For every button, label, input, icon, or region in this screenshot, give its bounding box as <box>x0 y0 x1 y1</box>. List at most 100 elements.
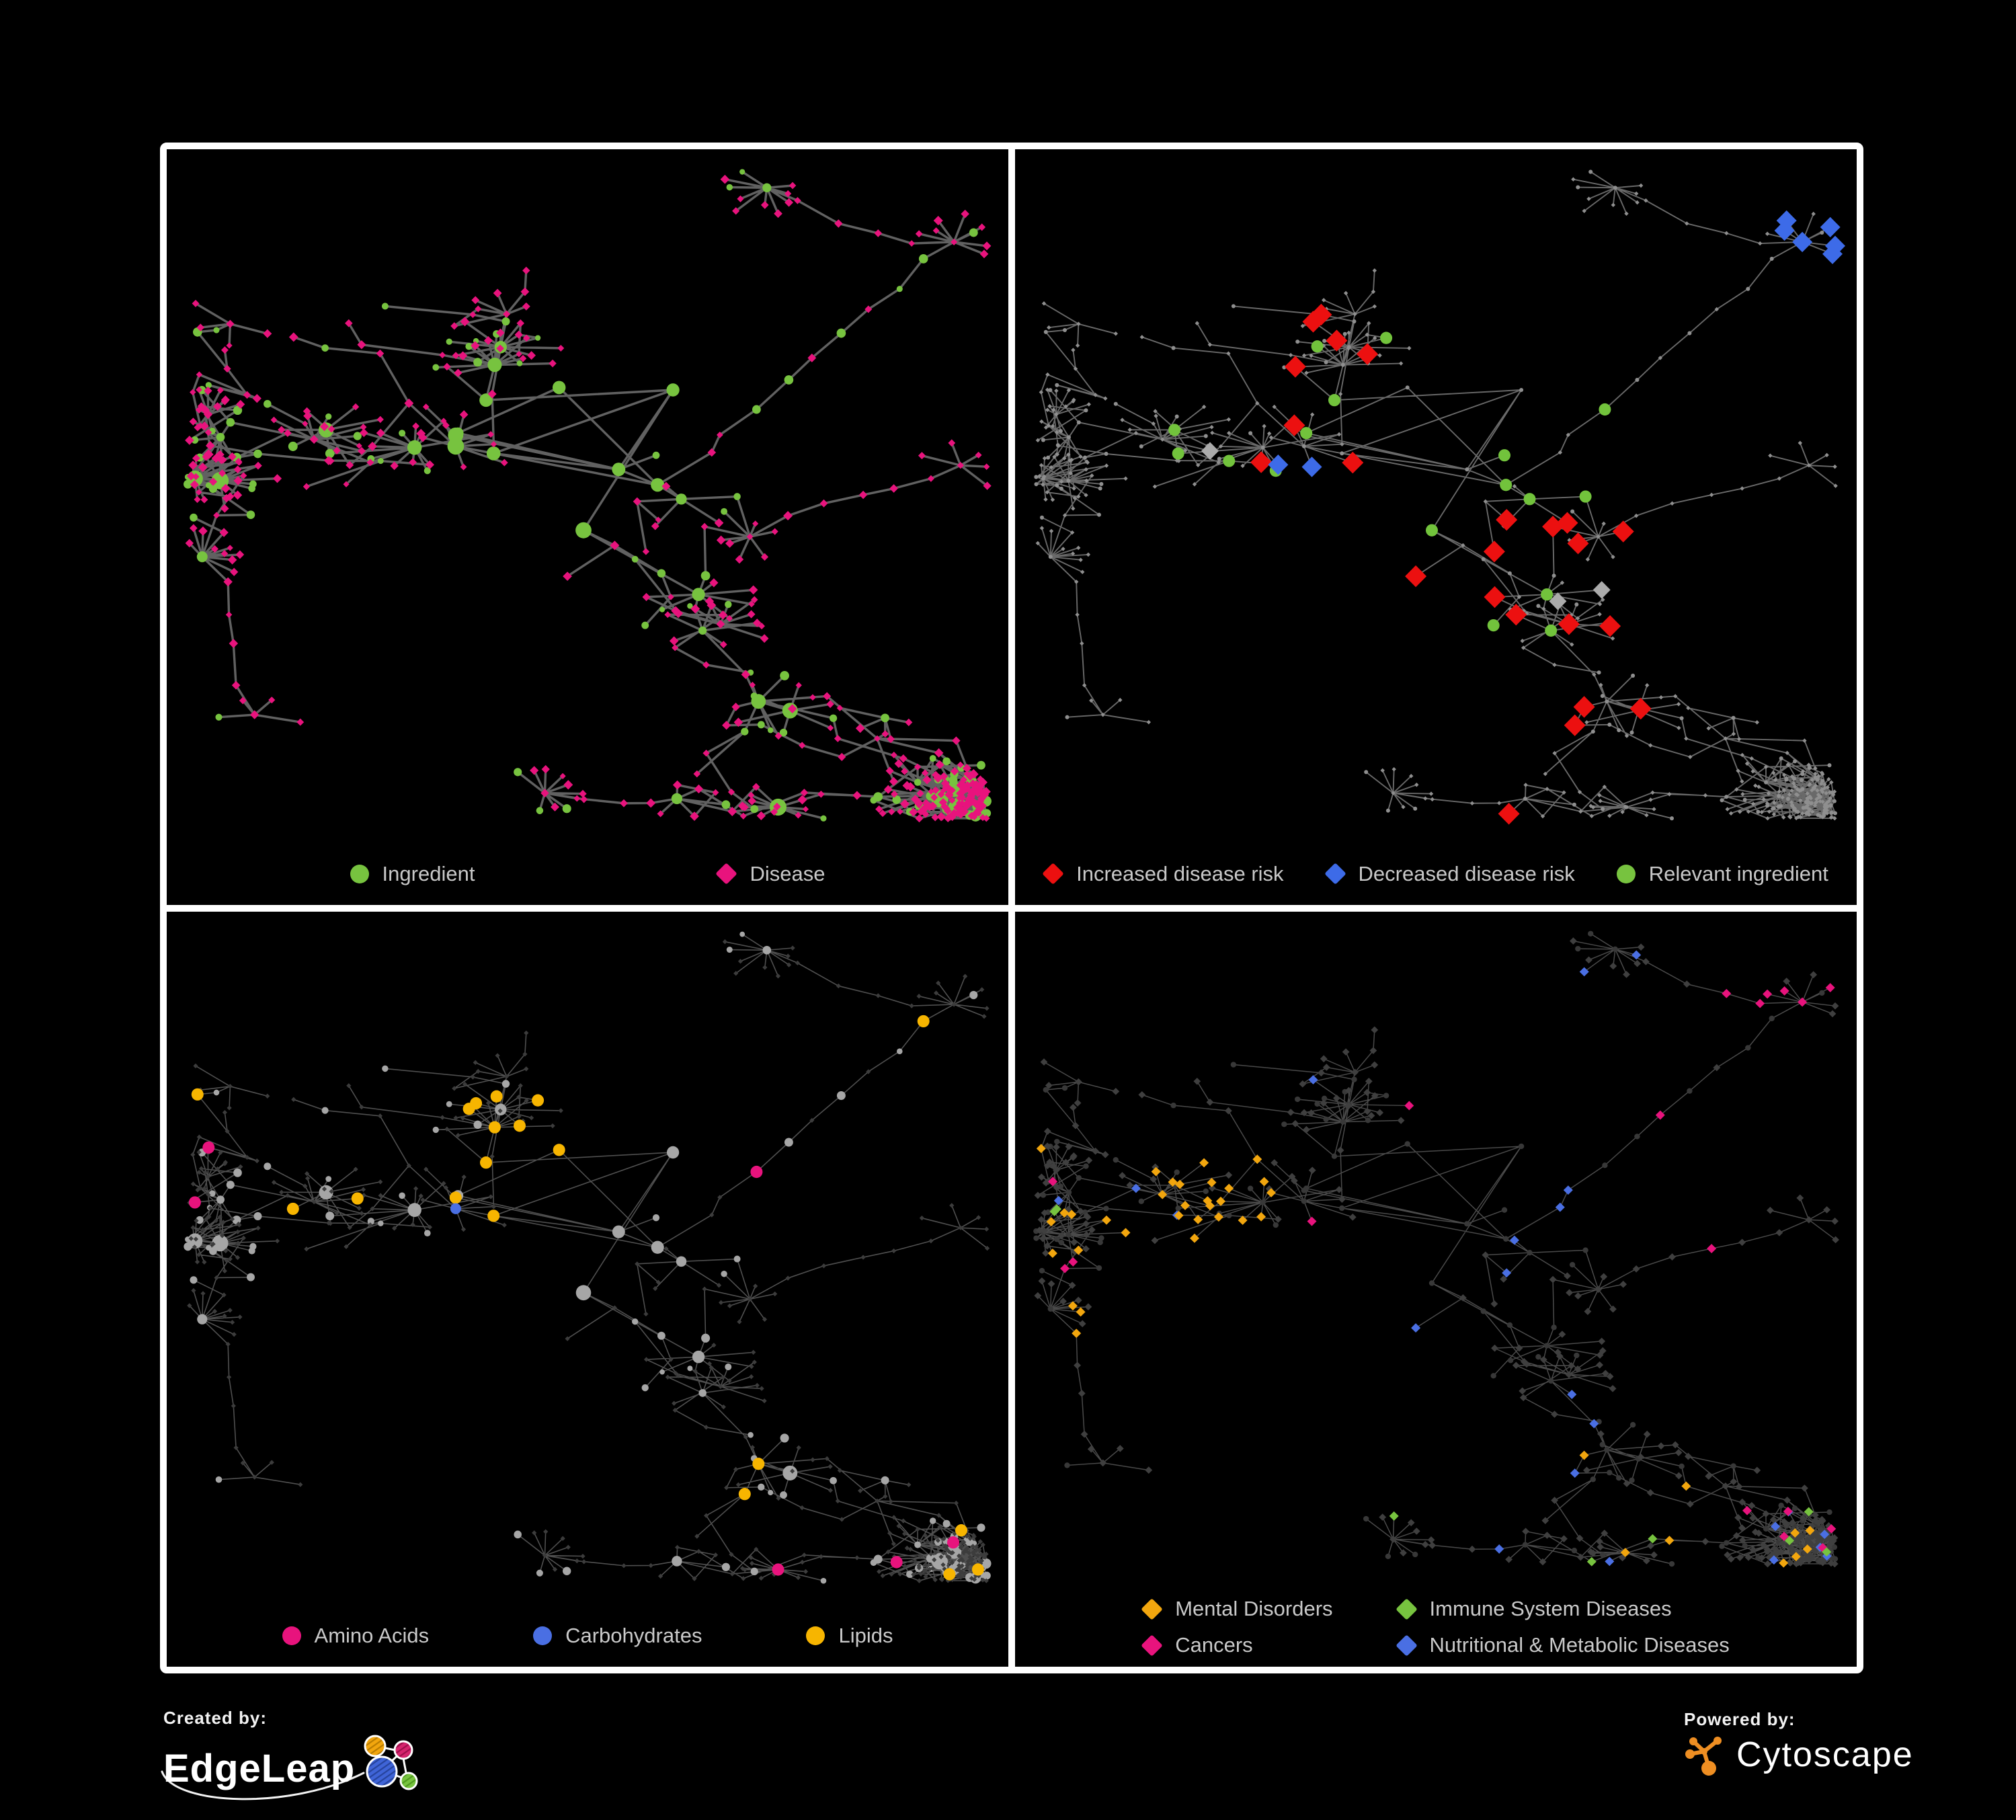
graph-node <box>1500 479 1513 491</box>
graph-node <box>652 1214 660 1221</box>
graph-node <box>487 1209 500 1222</box>
graph-node <box>1281 1121 1287 1127</box>
graph-edges <box>187 933 988 1581</box>
graph-node <box>1300 427 1313 440</box>
graph-node <box>1043 1086 1049 1093</box>
graph-node <box>249 1242 257 1250</box>
graph-node <box>1791 1505 1798 1511</box>
graph-node <box>1819 990 1825 996</box>
graph-node <box>1590 729 1595 734</box>
graph-node <box>1065 715 1070 719</box>
graph-node <box>1507 571 1512 576</box>
graph-node <box>1413 806 1418 811</box>
graph-node <box>321 344 329 352</box>
graph-node <box>1103 1205 1109 1212</box>
graph-node <box>758 1483 765 1491</box>
network-graph-ingredient-disease <box>184 169 992 823</box>
graph-node <box>325 413 332 420</box>
graph-node <box>726 184 733 191</box>
graph-node <box>1039 1267 1045 1273</box>
legend-label: Amino Acids <box>314 1624 430 1647</box>
graph-node <box>1295 1096 1301 1102</box>
graph-node <box>197 1313 208 1324</box>
graph-node <box>1034 475 1039 479</box>
graph-node <box>1076 420 1081 425</box>
graph-node <box>1058 1239 1065 1245</box>
graph-node <box>1579 490 1592 503</box>
graph-node <box>1635 377 1640 383</box>
graph-node <box>196 551 208 563</box>
figure-grid: Ingredient Disease Increased disease risk… <box>160 143 1863 1673</box>
graph-node <box>1480 1308 1486 1314</box>
graph-node <box>1260 445 1265 450</box>
graph-node <box>820 815 827 822</box>
graph-node <box>1607 1469 1613 1475</box>
graph-node <box>641 1384 649 1391</box>
graph-node <box>1034 482 1039 487</box>
graph-node <box>202 1141 215 1154</box>
graph-node <box>873 1554 883 1564</box>
graph-node <box>1041 438 1045 442</box>
graph-node <box>1342 331 1347 336</box>
graph-node <box>1097 1239 1103 1245</box>
cytoscape-branding: Powered by: Cytoscape <box>1684 1709 1914 1777</box>
graph-node <box>1047 1306 1053 1312</box>
graph-node <box>553 1143 565 1156</box>
graph-node <box>739 931 745 937</box>
legend-item-carbohydrates: Carbohydrates <box>533 1624 702 1648</box>
graph-node <box>698 1388 707 1397</box>
graph-node <box>209 1189 216 1197</box>
graph-node <box>977 1523 985 1532</box>
legend-label: Immune System Diseases <box>1429 1597 1672 1620</box>
graph-node <box>190 513 198 522</box>
graph-node <box>1076 1175 1082 1181</box>
graph-node <box>449 1191 462 1203</box>
graph-node <box>784 375 794 385</box>
graph-node <box>780 1433 789 1443</box>
circle-swatch <box>806 1626 825 1645</box>
graph-node <box>1503 1236 1509 1242</box>
graph-node <box>748 1431 754 1438</box>
graph-node <box>692 1350 705 1363</box>
circle-swatch <box>533 1626 553 1645</box>
graph-node <box>698 626 707 635</box>
graph-node <box>672 1555 682 1567</box>
graph-node <box>881 713 889 723</box>
created-by-label: Created by: <box>163 1708 268 1728</box>
graph-node <box>1170 1102 1176 1108</box>
graph-node <box>1785 797 1790 801</box>
cytoscape-wordmark: Cytoscape <box>1736 1735 1914 1774</box>
graph-node <box>914 1541 922 1548</box>
graph-node <box>1464 1220 1470 1226</box>
network-graph-disease-risk <box>1034 169 1845 825</box>
legend-label: Cancers <box>1175 1633 1253 1657</box>
graph-node <box>1099 481 1104 486</box>
diamond-swatch <box>1141 1597 1163 1620</box>
graph-node <box>1518 1143 1525 1149</box>
graph-node <box>1670 816 1674 821</box>
graph-node <box>1322 338 1327 344</box>
graph-node <box>1800 778 1804 783</box>
graph-node <box>1617 727 1621 733</box>
graph-node <box>1833 811 1837 816</box>
graph-node <box>1385 808 1390 813</box>
graph-node <box>1613 186 1617 190</box>
graph-node <box>657 569 666 578</box>
graph-node <box>1808 766 1812 770</box>
graph-node <box>1590 1476 1596 1482</box>
graph-node <box>563 1566 571 1575</box>
graph-node <box>233 1168 242 1177</box>
graph-node <box>772 1562 784 1576</box>
graph-node <box>943 1567 956 1581</box>
graph-node <box>1138 1198 1144 1204</box>
graph-node <box>1607 722 1612 727</box>
graph-node <box>1826 1509 1832 1515</box>
graph-node <box>768 1489 774 1495</box>
graph-node <box>216 432 225 442</box>
graph-node <box>1295 340 1300 344</box>
edgeleap-branding: Created by: EdgeLeap <box>161 1708 422 1807</box>
graph-node <box>929 1517 936 1524</box>
graph-node <box>1602 1162 1608 1168</box>
legend-label: Mental Disorders <box>1175 1597 1333 1620</box>
graph-node <box>1588 931 1594 937</box>
